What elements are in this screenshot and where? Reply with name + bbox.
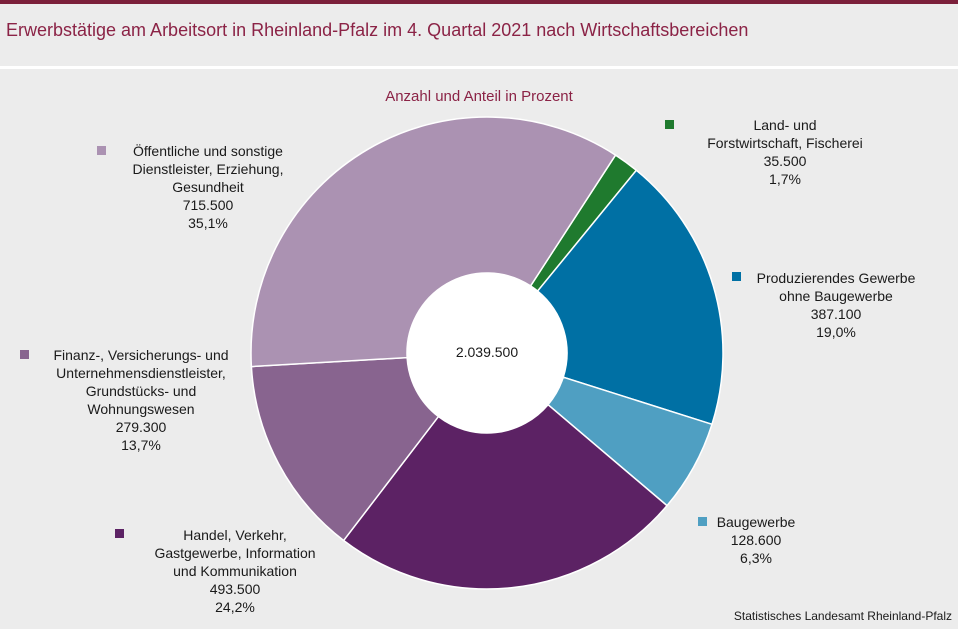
legend-swatch-land-forst bbox=[665, 120, 674, 129]
title-divider bbox=[0, 66, 958, 69]
chart-subtitle: Anzahl und Anteil in Prozent bbox=[385, 88, 573, 105]
total-label: 2.039.500 bbox=[455, 344, 519, 360]
slice-label-oeffentliche-dienstleister: Öffentliche und sonstige Dienstleister, … bbox=[132, 143, 284, 231]
slice-label-produzierendes-gewerbe: Produzierendes Gewerbe ohne Baugewerbe 3… bbox=[756, 270, 916, 340]
slice-label-finanz-versicherung: Finanz-, Versicherungs- und Unternehmens… bbox=[53, 347, 229, 453]
legend-swatch-finanz-versicherung bbox=[20, 350, 29, 359]
legend-swatch-oeffentliche-dienstleister bbox=[97, 146, 106, 155]
slice-label-handel-verkehr: Handel, Verkehr, Gastgewerbe, Informatio… bbox=[154, 527, 316, 615]
legend-swatch-handel-verkehr bbox=[115, 529, 124, 538]
legend-swatch-produzierendes-gewerbe bbox=[732, 272, 741, 281]
chart-title: Erwerbstätige am Arbeitsort in Rheinland… bbox=[6, 20, 749, 40]
source-note: Statistisches Landesamt Rheinland-Pfalz bbox=[733, 609, 952, 623]
top-rule bbox=[0, 0, 958, 4]
slice-label-land-forst: Land- und Forstwirtschaft, Fischerei 35.… bbox=[707, 117, 863, 187]
donut-hole bbox=[407, 273, 567, 433]
legend-swatch-baugewerbe bbox=[698, 517, 707, 526]
slice-label-baugewerbe: Baugewerbe 128.600 6,3% bbox=[716, 514, 796, 566]
